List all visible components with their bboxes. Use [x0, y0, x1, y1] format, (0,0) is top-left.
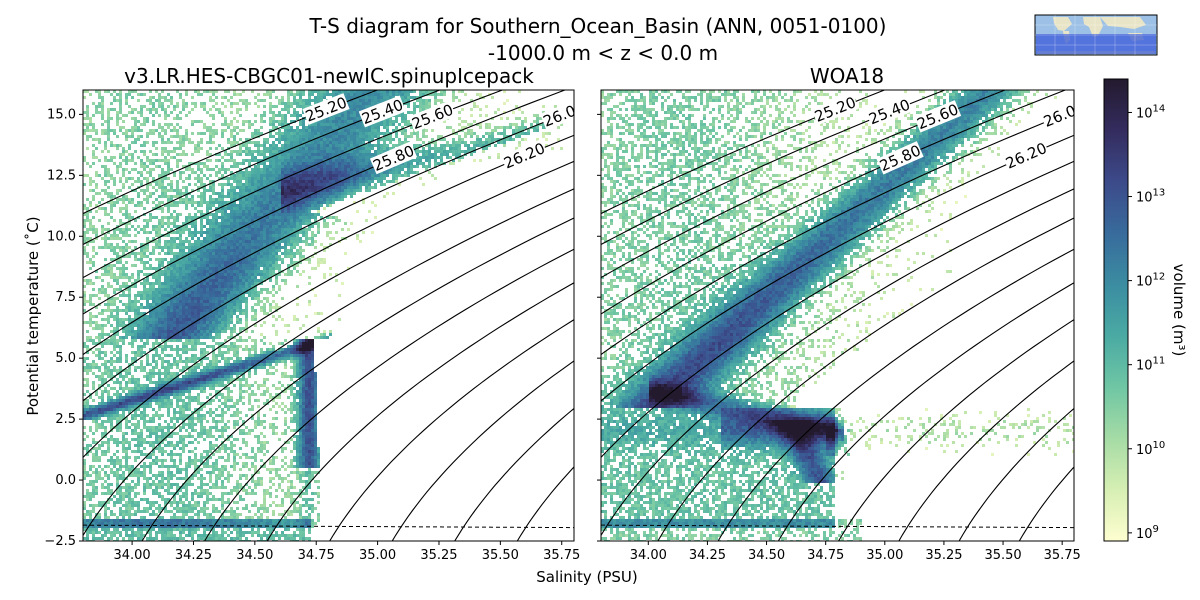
isopycnal-line — [1018, 466, 1074, 541]
y-ticks-woa18 — [597, 113, 601, 542]
isopycnal-line — [266, 282, 574, 541]
y-ticks-model: −2.5 0.0 2.5 5.0 7.5 10.0 12.5 15.0 — [44, 107, 83, 549]
x-tick-label: 34.25 — [689, 548, 726, 563]
freezing-line-model — [83, 524, 574, 529]
isopycnal-line — [83, 90, 442, 246]
panel-woa18: WOA18 25.20 25.40 25.6025.8026.0026.2026.4… — [597, 64, 1200, 566]
x-tick-label: 35.75 — [543, 548, 580, 563]
axes-frame-woa18 — [600, 89, 1075, 542]
isopycnal-line — [717, 248, 1074, 541]
colorbar-gradient — [1103, 78, 1129, 542]
isopycnal-line — [454, 407, 574, 541]
isopycnal-line — [329, 319, 574, 541]
panel-title-woa18: WOA18 — [810, 64, 884, 88]
x-tick-label: 35.50 — [482, 548, 519, 563]
axes-frame-model — [82, 89, 575, 542]
isopycnal-line — [83, 188, 574, 537]
x-ticks-model: 34.00 34.25 34.50 34.75 35.00 35.25 35.50 35.75 — [113, 541, 580, 563]
volume-heatmap-model — [83, 90, 563, 541]
colorbar-tick-label: 1013 — [1136, 188, 1165, 206]
isopycnal-line — [898, 360, 1074, 541]
isopycnal-line — [837, 319, 1074, 541]
y-tick-label: 7.5 — [55, 290, 76, 305]
x-tick-label: 34.25 — [175, 548, 212, 563]
isopycnal-line — [777, 282, 1074, 541]
isopycnal-line — [203, 248, 574, 541]
y-tick-label: 10.0 — [47, 229, 76, 244]
y-tick-label: 15.0 — [47, 107, 76, 122]
colorbar-tick-label: 1011 — [1136, 356, 1165, 374]
isopycnal-line — [83, 160, 574, 459]
panel-title-model: v3.LR.HES-CBGC01-newIC.spinupIcepack — [124, 64, 534, 88]
isopycnal-line — [601, 90, 1007, 279]
isopycnal-line — [83, 90, 567, 315]
x-tick-label: 34.75 — [298, 548, 335, 563]
isopycnal-label: 27.00 — [1190, 163, 1200, 197]
map-gridlines — [1035, 15, 1157, 55]
x-tick-label: 34.00 — [113, 548, 150, 563]
colorbar-tick-label: 1010 — [1136, 440, 1165, 458]
isopycnal-label: 26.20 — [1003, 139, 1050, 173]
isopycnal-line — [83, 90, 379, 215]
isopycnal-line — [601, 188, 1074, 537]
y-axis-label: Potential temperature (˚C) — [24, 216, 42, 415]
x-tick-label: 35.50 — [984, 548, 1021, 563]
y-tick-label: 5.0 — [55, 351, 76, 366]
isopycnal-line — [601, 90, 1067, 315]
x-ticks-woa18: 34.00 34.25 34.50 34.75 35.00 35.25 35.50 35.75 — [630, 541, 1081, 563]
isopycnal-line — [657, 217, 1074, 541]
x-tick-label: 34.00 — [630, 548, 667, 563]
colorbar: 109 1010 1011 1012 1013 1014 volume (m³) — [1103, 78, 1188, 542]
isopycnal-contours-woa18 — [601, 66, 1200, 566]
x-tick-label: 35.25 — [420, 548, 457, 563]
isopycnal-line — [958, 407, 1074, 541]
isopycnal-line — [391, 360, 574, 541]
plot-area-woa18: 25.2025.4025.6025.8026.0026.2026.4026.60… — [601, 66, 1200, 566]
isopycnal-contours-model — [83, 90, 574, 541]
isopycnal-line — [141, 217, 574, 541]
x-tick-label: 35.00 — [866, 548, 903, 563]
isopycnal-line — [83, 109, 574, 356]
isopycnal-line — [601, 90, 887, 215]
isopycnal-label: 26.00 — [1041, 98, 1088, 131]
x-tick-label: 34.75 — [807, 548, 844, 563]
figure-subtitle: -1000.0 m < z < 0.0 m — [488, 41, 718, 65]
isopycnal-label: 27.20 — [1179, 197, 1200, 232]
inset-map — [1034, 14, 1158, 56]
isopycnal-line — [601, 90, 947, 246]
y-tick-label: 0.0 — [55, 473, 76, 488]
panel-model: v3.LR.HES-CBGC01-newIC.spinupIcepack 25.… — [24, 64, 588, 563]
isopycnal-line — [516, 466, 574, 541]
isopycnal-label: 25.40 — [866, 96, 913, 129]
isopycnal-label: 27.40 — [1177, 228, 1200, 264]
colorbar-label: volume (m³) — [1170, 264, 1188, 357]
colorbar-tick-label: 109 — [1136, 524, 1159, 542]
y-tick-label: 12.5 — [47, 168, 76, 183]
x-tick-label: 34.50 — [236, 548, 273, 563]
y-tick-label: 2.5 — [55, 412, 76, 427]
colorbar-ticks: 109 1010 1011 1012 1013 1014 — [1128, 103, 1165, 542]
isopycnal-line — [1187, 66, 1200, 566]
isopycnal-line — [83, 90, 504, 279]
colorbar-tick-label: 1014 — [1136, 103, 1165, 121]
plot-area-model: 25.2025.4025.6025.8026.0026.2026.4026.60… — [83, 90, 588, 541]
figure-title: T-S diagram for Southern_Ocean_Basin (AN… — [309, 14, 887, 38]
x-tick-label: 35.25 — [925, 548, 962, 563]
x-tick-label: 34.50 — [748, 548, 785, 563]
isopycnal-label: 26.20 — [501, 139, 548, 172]
freezing-line-woa18 — [601, 524, 1074, 529]
isopycnal-line — [601, 109, 1074, 356]
x-axis-label: Salinity (PSU) — [536, 568, 638, 586]
x-tick-label: 35.00 — [359, 548, 396, 563]
y-tick-label: −2.5 — [44, 534, 76, 549]
x-tick-label: 35.75 — [1044, 548, 1081, 563]
isopycnal-line — [1127, 66, 1200, 566]
isopycnal-line — [601, 160, 1074, 459]
colorbar-tick-label: 1012 — [1136, 272, 1165, 290]
isopycnal-label: 26.00 — [541, 98, 588, 130]
map-basin-highlight — [1036, 34, 1156, 54]
